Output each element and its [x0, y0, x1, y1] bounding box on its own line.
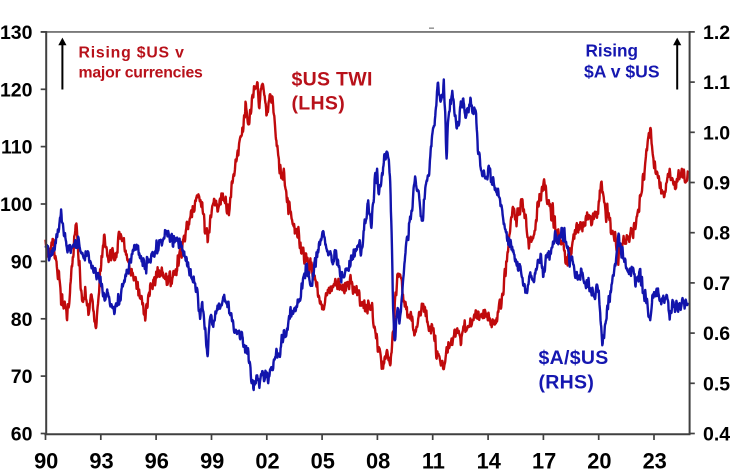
svg-text:20: 20 — [587, 448, 611, 473]
svg-text:70: 70 — [11, 366, 33, 388]
svg-text:$A v $US: $A v $US — [584, 61, 660, 81]
svg-text:0.8: 0.8 — [703, 223, 730, 245]
svg-text:14: 14 — [477, 448, 501, 473]
svg-text:130: 130 — [0, 22, 33, 44]
svg-text:Rising: Rising — [586, 41, 639, 61]
svg-text:1.1: 1.1 — [703, 72, 730, 94]
svg-text:17: 17 — [532, 448, 556, 473]
svg-text:1.0: 1.0 — [703, 122, 730, 144]
svg-text:90: 90 — [34, 448, 58, 473]
svg-text:120: 120 — [0, 79, 33, 101]
svg-text:0.9: 0.9 — [703, 173, 730, 195]
svg-text:0.7: 0.7 — [703, 273, 730, 295]
svg-text:major currencies: major currencies — [79, 64, 204, 81]
svg-text:100: 100 — [0, 194, 33, 216]
svg-text:Rising $US v: Rising $US v — [79, 44, 185, 61]
svg-text:96: 96 — [145, 448, 169, 473]
svg-text:0.6: 0.6 — [703, 323, 730, 345]
svg-text:05: 05 — [311, 448, 335, 473]
svg-text:23: 23 — [643, 448, 667, 473]
svg-text:60: 60 — [11, 424, 33, 446]
svg-text:93: 93 — [89, 448, 113, 473]
svg-text:0.4: 0.4 — [703, 424, 730, 446]
svg-text:1.2: 1.2 — [703, 22, 730, 44]
svg-text:08: 08 — [366, 448, 390, 473]
svg-text:$US TWI: $US TWI — [292, 69, 373, 91]
svg-text:02: 02 — [255, 448, 279, 473]
svg-text:80: 80 — [11, 309, 33, 331]
svg-text:110: 110 — [1, 137, 33, 159]
svg-text:99: 99 — [200, 448, 224, 473]
svg-text:0.5: 0.5 — [703, 373, 730, 395]
svg-text:(LHS): (LHS) — [292, 92, 346, 114]
svg-text:$A/$US: $A/$US — [539, 347, 609, 369]
svg-text:11: 11 — [422, 448, 445, 473]
svg-text:90: 90 — [11, 251, 33, 273]
svg-text:(RHS): (RHS) — [539, 371, 595, 393]
